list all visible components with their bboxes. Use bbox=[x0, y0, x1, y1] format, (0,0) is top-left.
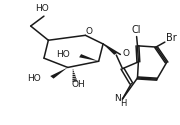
Text: N: N bbox=[114, 94, 121, 104]
Text: O: O bbox=[86, 27, 93, 36]
Text: OH: OH bbox=[71, 80, 85, 89]
Text: HO: HO bbox=[28, 74, 41, 83]
Text: Cl: Cl bbox=[132, 25, 141, 35]
Polygon shape bbox=[79, 54, 99, 61]
Polygon shape bbox=[50, 68, 68, 79]
Polygon shape bbox=[103, 44, 117, 55]
Text: O: O bbox=[122, 49, 129, 58]
Text: Br: Br bbox=[166, 33, 177, 43]
Text: H: H bbox=[120, 99, 126, 108]
Text: HO: HO bbox=[56, 50, 69, 59]
Text: HO: HO bbox=[35, 4, 49, 14]
